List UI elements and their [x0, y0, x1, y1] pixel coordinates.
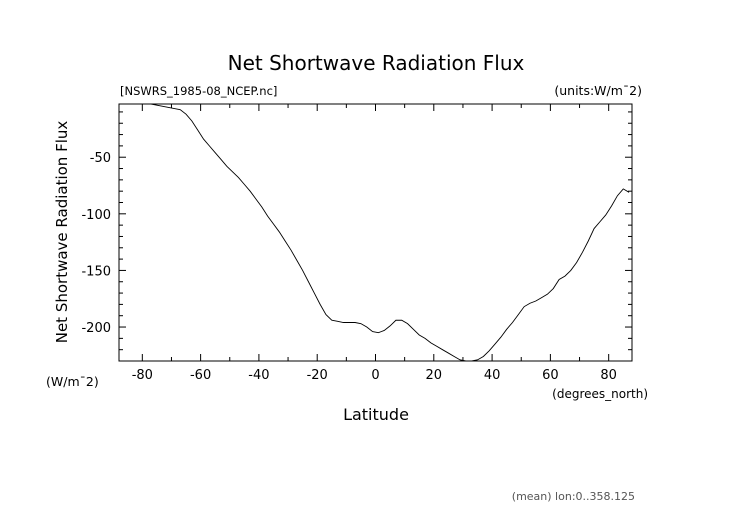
- file-label: [NSWRS_1985-08_NCEP.nc]: [120, 84, 277, 98]
- x-tick-label: -60: [190, 368, 211, 383]
- x-tick-label: 0: [371, 368, 379, 383]
- y-tick-label: -50: [90, 151, 111, 166]
- axis-ticks: [119, 104, 632, 361]
- x-tick-label: -80: [132, 368, 153, 383]
- axis-tick-labels: -80 -60 -40 -20 0 20 40 60 80-50-100-150-200: [81, 151, 616, 383]
- y-tick-label: -100: [81, 208, 111, 223]
- x-tick-label: -20: [307, 368, 328, 383]
- series-line: [150, 103, 630, 362]
- y-axis-label: Net Shortwave Radiation Flux: [53, 121, 71, 344]
- footer-note: (mean) lon:0..358.125: [512, 490, 635, 503]
- x-tick-label: -40: [248, 368, 269, 383]
- units-label: (units:W/m¯2): [554, 83, 642, 98]
- x-tick-label: 60: [542, 368, 559, 383]
- x-tick-label: 20: [426, 368, 443, 383]
- plot-frame: [118, 103, 633, 362]
- chart-title: Net Shortwave Radiation Flux: [228, 51, 525, 75]
- x-axis-units: (degrees_north): [552, 387, 648, 401]
- x-axis-label: Latitude: [343, 405, 409, 424]
- y-tick-label: -200: [81, 321, 111, 336]
- x-tick-label: 80: [600, 368, 617, 383]
- y-tick-label: -150: [81, 264, 111, 279]
- y-axis-units: (W/m¯2): [46, 374, 99, 389]
- x-tick-label: 40: [484, 368, 501, 383]
